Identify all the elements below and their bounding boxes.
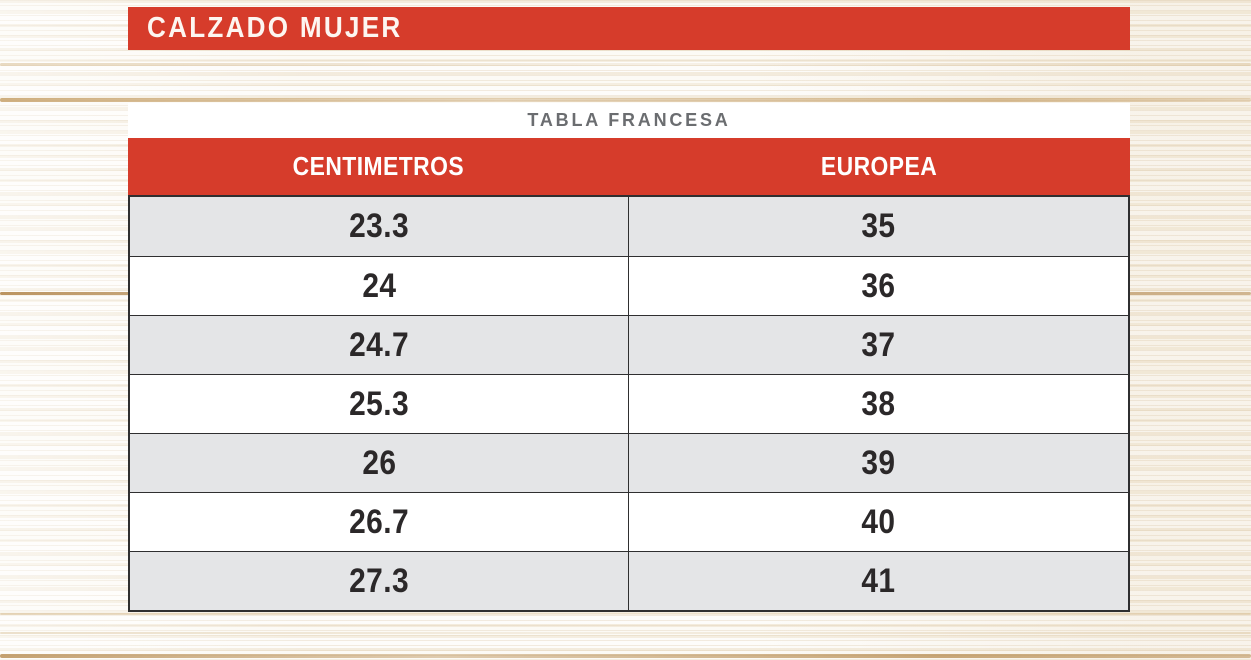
- wood-grain-streak: [0, 654, 1251, 658]
- cell-value: 35: [861, 207, 896, 245]
- column-header-label: CENTIMETROS: [292, 151, 465, 181]
- column-header-europea: EUROPEA: [629, 138, 1130, 195]
- cell-value: 24.7: [348, 325, 410, 364]
- cell-value: 38: [861, 384, 896, 423]
- cell-europea: 41: [629, 552, 1128, 610]
- table-body: 23.3 35 24 36 24.7 37 25.3 38 26 39 26.7…: [128, 195, 1130, 612]
- cell-europea: 39: [629, 434, 1128, 492]
- table-row: 23.3 35: [130, 197, 1128, 256]
- cell-centimetros: 26: [130, 434, 629, 492]
- category-banner: CALZADO MUJER: [128, 7, 1130, 50]
- column-header-label: EUROPEA: [821, 151, 938, 181]
- cell-value: 25.3: [348, 384, 410, 423]
- table-row: 27.3 41: [130, 551, 1128, 610]
- cell-value: 26.7: [348, 502, 410, 541]
- cell-value: 26: [361, 443, 397, 482]
- cell-value: 41: [861, 561, 896, 600]
- cell-value: 23.3: [348, 207, 410, 245]
- cell-centimetros: 27.3: [130, 552, 629, 610]
- cell-value: 39: [861, 443, 896, 482]
- table-title: TABLA FRANCESA: [527, 110, 731, 130]
- cell-centimetros: 23.3: [130, 197, 629, 256]
- cell-europea: 38: [629, 375, 1128, 433]
- table-row: 24 36: [130, 256, 1128, 315]
- cell-value: 27.3: [348, 561, 410, 600]
- wood-grain-streak: [0, 63, 1251, 66]
- wood-grain-streak: [0, 613, 1251, 615]
- table-header-row: CENTIMETROS EUROPEA: [128, 138, 1130, 195]
- cell-europea: 35: [629, 197, 1128, 256]
- table-row: 24.7 37: [130, 315, 1128, 374]
- cell-europea: 36: [629, 257, 1128, 315]
- cell-value: 40: [861, 502, 896, 541]
- cell-value: 24: [361, 266, 397, 305]
- cell-centimetros: 26.7: [130, 493, 629, 551]
- table-row: 25.3 38: [130, 374, 1128, 433]
- cell-centimetros: 24: [130, 257, 629, 315]
- cell-centimetros: 24.7: [130, 316, 629, 374]
- wood-grain-streak: [0, 98, 1251, 102]
- cell-value: 36: [861, 266, 896, 305]
- table-row: 26.7 40: [130, 492, 1128, 551]
- column-header-centimetros: CENTIMETROS: [128, 138, 629, 195]
- cell-value: 37: [861, 325, 896, 364]
- cell-centimetros: 25.3: [130, 375, 629, 433]
- cell-europea: 40: [629, 493, 1128, 551]
- category-banner-title: CALZADO MUJER: [147, 12, 403, 44]
- wood-grain-streak: [0, 632, 1251, 634]
- cell-europea: 37: [629, 316, 1128, 374]
- table-row: 26 39: [130, 433, 1128, 492]
- size-table-panel: TABLA FRANCESA CENTIMETROS EUROPEA 23.3 …: [128, 103, 1130, 612]
